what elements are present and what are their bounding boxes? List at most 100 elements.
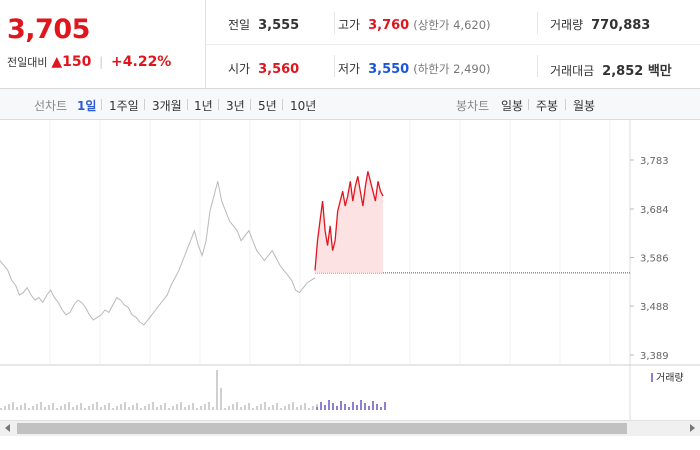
volume-bar bbox=[160, 405, 162, 410]
volume-bar bbox=[276, 403, 278, 410]
volume-bar bbox=[72, 407, 74, 410]
volume-bar bbox=[192, 403, 194, 410]
volume-bar bbox=[32, 406, 34, 410]
tab-5y[interactable]: 5년 bbox=[258, 99, 277, 113]
volume-bar bbox=[120, 404, 122, 410]
stat-amount: 거래대금 2,852 백만 bbox=[550, 64, 672, 79]
volume-bar bbox=[316, 407, 318, 410]
today-line bbox=[314, 171, 384, 271]
stat-low: 저가 3,550 (하한가 2,490) bbox=[338, 62, 491, 77]
volume-bar bbox=[312, 406, 314, 410]
volume-bar bbox=[24, 403, 26, 410]
tab-separator bbox=[565, 99, 566, 110]
y-tick-label: 3,389 bbox=[640, 351, 669, 362]
volume-bar bbox=[236, 402, 238, 410]
volume-bar bbox=[112, 408, 114, 410]
volume-bar bbox=[68, 402, 70, 410]
divider: | bbox=[99, 55, 104, 69]
volume-bar bbox=[356, 405, 358, 410]
volume-bar bbox=[56, 408, 58, 410]
grid bbox=[49, 120, 611, 365]
volume-bar bbox=[372, 401, 374, 410]
volume-bar bbox=[140, 408, 142, 410]
tab-1w[interactable]: 1주일 bbox=[109, 99, 139, 113]
volume-bar bbox=[216, 370, 218, 410]
volume-bar bbox=[136, 403, 138, 410]
volume-bar bbox=[88, 406, 90, 410]
volume-bar bbox=[36, 404, 38, 410]
volume-bar bbox=[340, 401, 342, 410]
tab-separator bbox=[101, 99, 102, 110]
volume-bar bbox=[40, 402, 42, 410]
volume-bar bbox=[304, 403, 306, 410]
volume-bar bbox=[60, 406, 62, 410]
volume-bar bbox=[352, 402, 354, 410]
volume-bar bbox=[208, 402, 210, 410]
tab-3m[interactable]: 3개월 bbox=[152, 99, 182, 113]
stat-prev: 전일 3,555 bbox=[228, 18, 300, 33]
volume-bar bbox=[168, 408, 170, 410]
tab-separator bbox=[218, 99, 219, 110]
scroll-left-icon[interactable] bbox=[5, 424, 10, 432]
volume-bar bbox=[248, 403, 250, 410]
y-tick-label: 3,783 bbox=[640, 156, 669, 167]
volume-bar bbox=[260, 404, 262, 410]
volume-bar bbox=[188, 405, 190, 410]
row-divider bbox=[206, 44, 700, 45]
volume-bar bbox=[272, 405, 274, 410]
volume-legend-swatch bbox=[651, 373, 653, 382]
volume-bar bbox=[100, 407, 102, 410]
tab-daily-candle[interactable]: 일봉 bbox=[501, 99, 524, 113]
tab-weekly-candle[interactable]: 주봉 bbox=[536, 99, 559, 113]
chart-lines bbox=[0, 171, 630, 326]
volume-bar bbox=[132, 405, 134, 410]
volume-bar bbox=[264, 402, 266, 410]
current-price: 3,705 bbox=[7, 14, 90, 45]
tab-1d[interactable]: 1일 bbox=[77, 99, 97, 113]
volume-bar bbox=[212, 407, 214, 410]
volume-bar bbox=[180, 402, 182, 410]
volume-bar bbox=[300, 405, 302, 410]
volume-legend-label: 거래량 bbox=[656, 372, 684, 384]
volume-bar bbox=[176, 404, 178, 410]
prev-close-label: 전일대비 bbox=[7, 56, 48, 69]
volume-bar bbox=[204, 404, 206, 410]
volume-bar bbox=[108, 403, 110, 410]
volume-bar bbox=[196, 408, 198, 410]
volume-bar bbox=[240, 407, 242, 410]
volume-bar bbox=[220, 388, 222, 410]
scroll-right-icon[interactable] bbox=[690, 424, 695, 432]
volume-bar bbox=[16, 407, 18, 410]
change-percent: +4.22% bbox=[111, 54, 172, 70]
tab-separator bbox=[250, 99, 251, 110]
volume-bar bbox=[200, 406, 202, 410]
scroll-thumb[interactable] bbox=[17, 423, 627, 434]
price-box: 3,705 전일대비 ▲150 | +4.22% bbox=[0, 0, 206, 88]
volume-bar bbox=[96, 402, 98, 410]
volume-bar bbox=[344, 404, 346, 410]
tab-10y[interactable]: 10년 bbox=[290, 99, 317, 113]
volume-bar bbox=[256, 406, 258, 410]
chart-tabs-bar: 선차트 1일 1주일 3개월 1년 3년 5년 10년 봉차트 일봉 주봉 월봉 bbox=[0, 89, 700, 120]
price-chart[interactable]: 3,783 3,684 3,586 3,488 3,389 거래량 bbox=[0, 120, 700, 420]
tab-monthly-candle[interactable]: 월봉 bbox=[573, 99, 596, 113]
divider bbox=[537, 12, 538, 34]
change-value: 150 bbox=[62, 54, 92, 70]
volume-bar bbox=[376, 404, 378, 410]
volume-bar bbox=[148, 404, 150, 410]
volume-bar bbox=[336, 406, 338, 410]
tab-separator bbox=[528, 99, 529, 110]
line-chart-label: 선차트 bbox=[34, 99, 68, 113]
tab-3y[interactable]: 3년 bbox=[226, 99, 245, 113]
volume-bar bbox=[360, 400, 362, 410]
y-tick-label: 3,586 bbox=[640, 254, 669, 265]
tab-1y[interactable]: 1년 bbox=[194, 99, 213, 113]
volume-bar bbox=[28, 408, 30, 410]
volume-bar bbox=[224, 408, 226, 410]
volume-bar bbox=[268, 407, 270, 410]
volume-bar bbox=[64, 404, 66, 410]
volume-bar bbox=[4, 406, 6, 410]
horizontal-scrollbar[interactable] bbox=[0, 420, 700, 436]
volume-bar bbox=[20, 405, 22, 410]
volume-bar bbox=[104, 405, 106, 410]
